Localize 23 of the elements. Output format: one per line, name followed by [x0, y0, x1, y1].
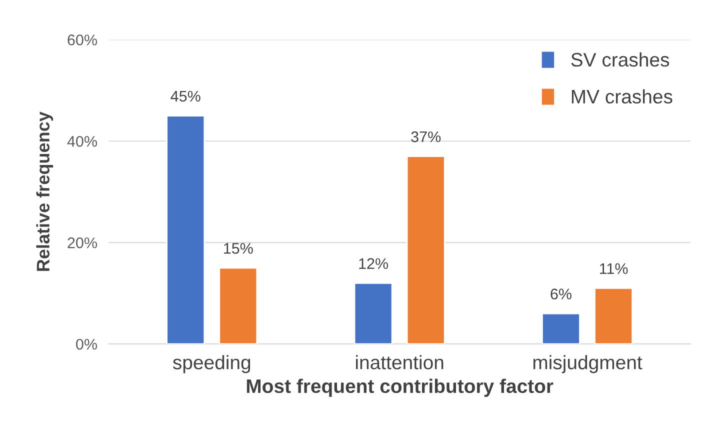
- bar: [406, 156, 446, 344]
- bar: [166, 115, 206, 344]
- data-label: 12%: [359, 258, 388, 269]
- legend-label: MV crashes: [572, 89, 672, 104]
- bar: [542, 312, 580, 344]
- y-tick-label: 0%: [76, 338, 97, 350]
- bar: [218, 267, 258, 344]
- data-label: 37%: [411, 131, 441, 142]
- y-tick-label: 20%: [68, 237, 97, 248]
- x-tick-label: speeding: [172, 355, 250, 374]
- x-tick-label: inattention: [356, 355, 444, 370]
- y-tick-label: 40%: [67, 136, 97, 147]
- data-label: 45%: [170, 90, 200, 102]
- data-label: 11%: [600, 263, 628, 274]
- legend-label: SV crashes: [571, 52, 670, 67]
- bar: [594, 288, 633, 344]
- y-axis-title: Relative frequency: [36, 112, 54, 271]
- data-label: 6%: [550, 288, 572, 300]
- bar: [354, 282, 393, 344]
- y-tick-label: 60%: [68, 34, 97, 46]
- x-tick-label: misjudgment: [533, 355, 642, 374]
- data-label: 15%: [224, 243, 253, 254]
- x-axis-title: Most frequent contributory factor: [246, 378, 554, 397]
